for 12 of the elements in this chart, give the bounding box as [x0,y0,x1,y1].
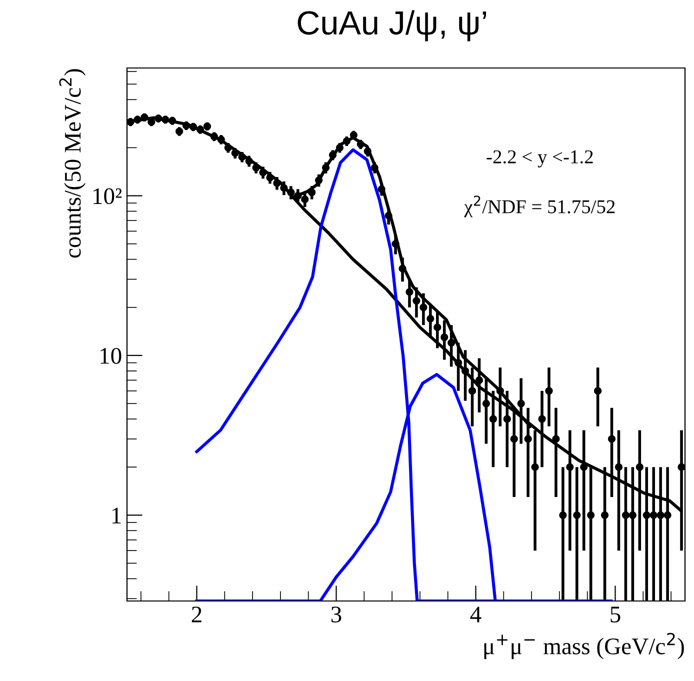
x-axis-title: μ$^{+}$μ$^{−}$ mass (GeV/c$^{2}$) [484,632,684,660]
annotation: -2.2 < y <-1.2 [486,150,593,168]
x-tick-label: 2 [192,606,202,622]
x-tick-label: 3 [331,606,342,622]
chart-title: CuAu J/ψ, ψ’ [298,10,486,42]
y-tick-label: 10 [100,348,122,364]
annotation: χ$^{2}$/NDF = 51.75/52 [464,196,615,218]
x-tick-label: 4 [470,606,482,622]
y-axis-title: counts/(50 MeV/c$^{2}$) [59,69,86,258]
y-tick-label: 10² [94,188,122,204]
y-tick-label: 1 [112,508,121,524]
x-tick-label: 5 [610,606,620,622]
